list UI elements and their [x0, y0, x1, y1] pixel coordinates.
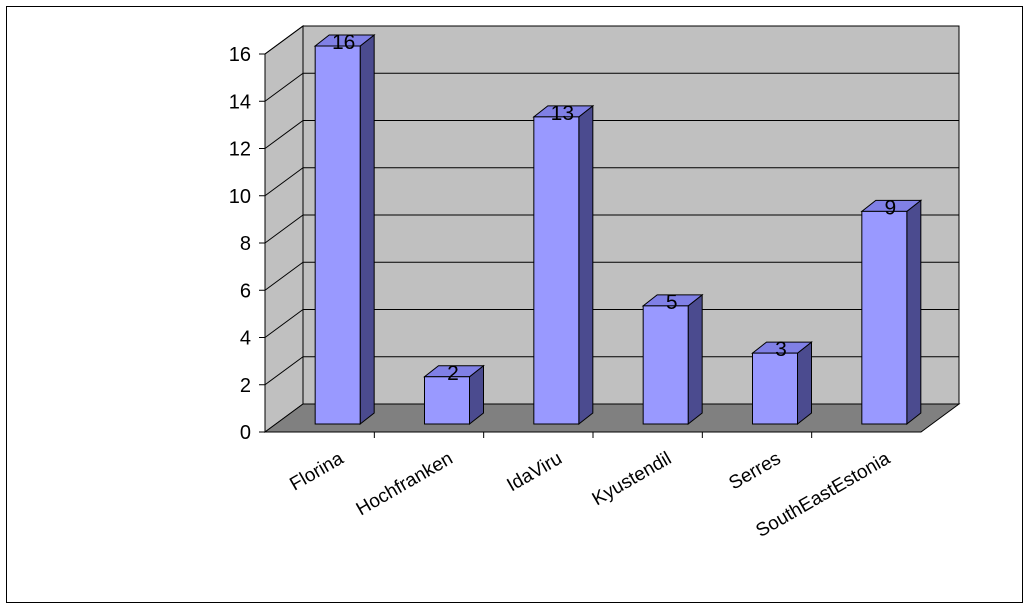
y-tick-label: 12 [229, 139, 251, 161]
bar-front [752, 352, 798, 425]
gridline-side [264, 261, 304, 291]
data-label: 3 [775, 338, 787, 361]
bar-front [314, 45, 361, 425]
bar-side [687, 293, 703, 426]
bars [313, 33, 923, 426]
y-tick-label: 6 [240, 280, 251, 302]
gridline-side [264, 309, 304, 338]
y-tick-label: 2 [240, 375, 251, 397]
gridline-side [264, 214, 304, 244]
bar-side [578, 104, 594, 426]
bar [751, 341, 813, 426]
bar [423, 364, 485, 426]
gridline-side [264, 25, 304, 55]
bar [532, 104, 595, 426]
bar-front [861, 210, 908, 425]
data-label: 5 [666, 291, 678, 314]
bar-side [797, 341, 812, 426]
gridline-side [264, 120, 304, 149]
category-label: Florina [286, 448, 347, 495]
bar-front [642, 305, 689, 425]
data-label: 13 [551, 102, 574, 125]
y-tick-label: 8 [240, 233, 251, 255]
category-label: Serres [726, 448, 785, 494]
category-label: Kyustendil [589, 448, 675, 510]
gridline-side [264, 356, 304, 386]
category-label: Hochfranken [353, 448, 457, 520]
category-label: IdaViru [503, 448, 565, 496]
data-label: 16 [332, 31, 355, 54]
y-tick-label: 4 [240, 328, 251, 350]
bar [641, 293, 704, 426]
bar-side [906, 199, 922, 426]
bar-side [359, 33, 375, 426]
y-tick-label: 16 [229, 44, 251, 66]
gridline-side [264, 72, 304, 102]
bar-front [533, 116, 580, 425]
bar-front [424, 376, 470, 425]
data-label: 9 [884, 196, 896, 219]
y-tick-label: 0 [240, 422, 251, 444]
y-tick-label: 14 [229, 91, 251, 113]
data-label: 2 [447, 362, 459, 385]
bar [860, 199, 923, 426]
gridlines [264, 25, 959, 386]
gridline-side [264, 167, 304, 197]
axes: 0 2 4 6 8 10 12 14 16 [229, 44, 921, 444]
bar [313, 33, 376, 426]
y-tick-label: 10 [229, 186, 251, 208]
